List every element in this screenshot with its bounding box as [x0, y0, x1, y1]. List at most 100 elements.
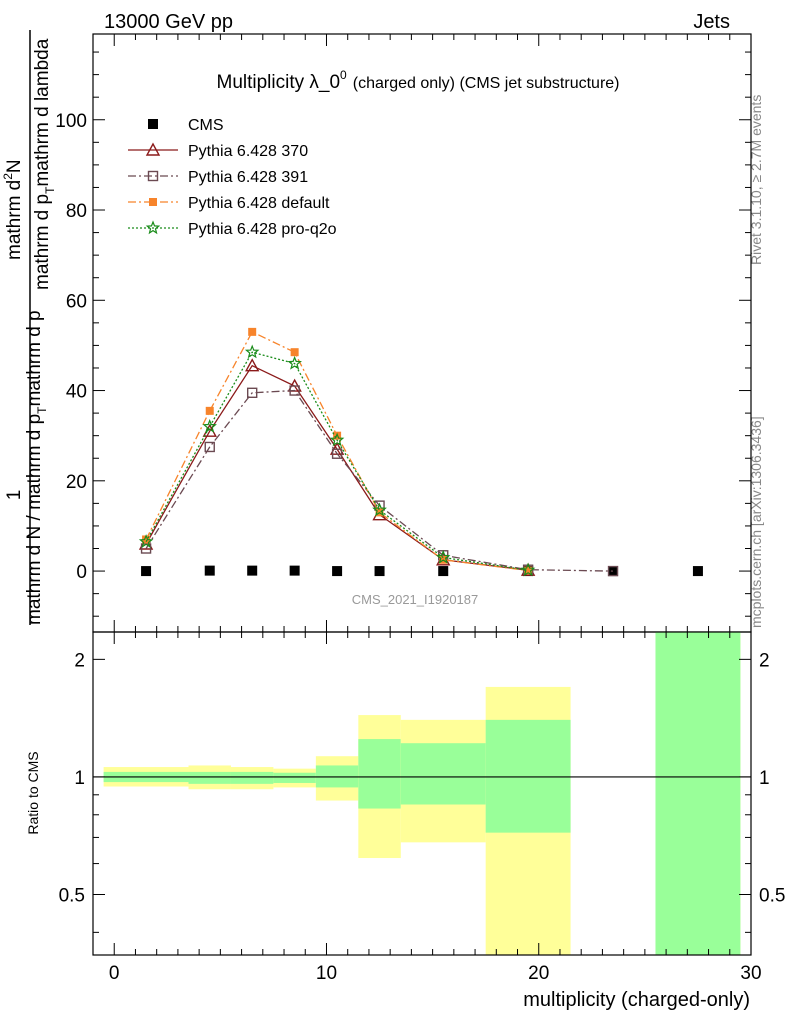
data-point	[331, 448, 343, 459]
data-point	[142, 535, 151, 544]
x-tick-label: 30	[740, 963, 761, 984]
series-line-1	[145, 364, 529, 571]
main-axes: 0 20 40 60 80 100	[55, 34, 752, 632]
ylabel-bottom-outer: mathrm d N / mathrm d pTmathrm d p	[24, 310, 49, 625]
ratio-y-tick-label: 0.5	[759, 886, 785, 907]
series-1	[138, 358, 536, 576]
title-rest: (charged only) (CMS jet substructure)	[353, 75, 620, 92]
ratio-band-inner	[273, 772, 316, 783]
ylabel-den-b: mathrm d lambda	[32, 38, 53, 186]
ratio-band-inner	[485, 719, 571, 833]
mcplots-label: mcplots.cern.ch [arXiv:1306.3436]	[748, 416, 764, 628]
data-point	[520, 562, 536, 577]
data-point	[329, 432, 345, 447]
ratio-ylabel: Ratio to CMS	[25, 751, 41, 834]
ratio-y-tick-label: 1	[759, 768, 770, 789]
ylabel-den-a: mathrm d p	[32, 194, 53, 290]
data-point	[246, 387, 258, 398]
data-point	[204, 441, 215, 453]
y-tick-label: 20	[66, 472, 87, 493]
y-tick-label: 100	[55, 111, 87, 132]
series-3	[142, 327, 533, 575]
header-energy: 13000 GeV pp	[104, 11, 233, 33]
legend-entry: Pythia 6.428 370	[128, 142, 308, 160]
legend-entry: Pythia 6.428 default	[128, 195, 330, 212]
ratio-y-tick-label: 2	[759, 650, 770, 671]
rivet-label: Rivet 3.1.10, ≥ 2.7M events	[748, 95, 764, 265]
ylabel-den-sub: T	[43, 186, 57, 194]
data-point	[204, 565, 215, 576]
ylabel-num-a: mathrm d	[4, 180, 25, 260]
xlabel: multiplicity (charged-only)	[523, 989, 750, 1011]
data-point	[332, 566, 343, 577]
y-tick-label: 0	[76, 562, 87, 583]
data-point	[289, 385, 300, 396]
ratio-band-inner	[400, 743, 486, 805]
data-point	[438, 566, 449, 577]
data-point	[692, 566, 703, 577]
data-point	[247, 565, 258, 576]
legend-entry: CMS	[148, 117, 224, 134]
legend-label: Pythia 6.428 default	[188, 195, 330, 212]
ratio-frame	[92, 631, 752, 956]
ratio-bands	[103, 632, 741, 955]
ylabel-num-sup: 2	[1, 173, 15, 180]
ratio-band-inner	[230, 771, 274, 784]
main-panel: CMS_2021_I1920187 0 20 40 60 80 100 Multiplic…	[55, 33, 752, 633]
y-tick-label: 40	[66, 382, 87, 403]
main-title: Multiplicity λ_00 (charged only) (CMS jet…	[217, 68, 620, 93]
watermark: CMS_2021_I1920187	[352, 592, 479, 607]
data-point	[435, 549, 451, 564]
series-line-4	[145, 351, 529, 571]
data-point	[202, 418, 217, 433]
ylabel-numerator: mathrm d2N	[1, 159, 25, 260]
data-point	[141, 566, 152, 577]
legend-marker	[145, 220, 161, 235]
ylabel-bot-b: mathrm d p	[24, 310, 45, 406]
y-tick-label: 80	[66, 201, 87, 222]
ylabel-num-b: N	[4, 159, 25, 173]
series-line-3	[145, 331, 529, 572]
legend-label: CMS	[188, 117, 224, 134]
legend-marker	[145, 142, 161, 156]
data-point	[289, 565, 300, 576]
title-main: Multiplicity λ_0	[217, 72, 341, 93]
data-point	[244, 344, 260, 359]
ratio-band-inner	[655, 632, 741, 955]
legend: CMS Pythia 6.428 370 Pythia 6.428 391 Pythi…	[128, 117, 337, 238]
x-tick-label: 10	[316, 963, 337, 984]
legend-entry: Pythia 6.428 391	[128, 169, 308, 186]
ratio-band-inner	[358, 739, 401, 809]
data-point	[248, 327, 257, 336]
ylabel-denominator: mathrm d pTmathrm d lambda	[32, 38, 57, 290]
data-point	[372, 502, 387, 517]
y-tick-label: 60	[66, 291, 87, 312]
header-process: Jets	[693, 11, 730, 33]
ratio-axes: 0.5 0.51 12 20 10 20 30	[59, 632, 785, 984]
ratio-panel: 0.5 0.51 12 20 10 20 30 Ratio to CMS multiplic…	[25, 631, 785, 1011]
legend-entry: Pythia 6.428 pro-q2o	[128, 220, 337, 238]
ratio-y-tick-label: 1	[74, 768, 85, 789]
ylabel-one: 1	[4, 490, 25, 501]
data-point	[607, 565, 619, 577]
ylabel-bot-a: mathrm d N / mathrm d p	[24, 414, 45, 625]
legend-label: Pythia 6.428 370	[188, 143, 308, 160]
data-point	[245, 358, 260, 372]
series-0	[141, 565, 703, 577]
series-line-2	[145, 389, 614, 572]
data-point	[608, 566, 619, 577]
ylabel-bot-sub: T	[35, 406, 49, 414]
ratio-band-inner	[188, 771, 231, 784]
legend-marker	[147, 170, 159, 182]
data-point	[205, 406, 214, 415]
ratio-y-tick-label: 0.5	[59, 886, 85, 907]
data-point	[138, 534, 154, 548]
data-point	[287, 355, 302, 370]
ratio-y-tick-label: 2	[74, 650, 85, 671]
data-point	[524, 566, 533, 575]
title-sup: 0	[340, 68, 347, 82]
data-point	[290, 348, 299, 357]
x-tick-label: 0	[109, 963, 120, 984]
x-tick-label: 20	[528, 963, 549, 984]
